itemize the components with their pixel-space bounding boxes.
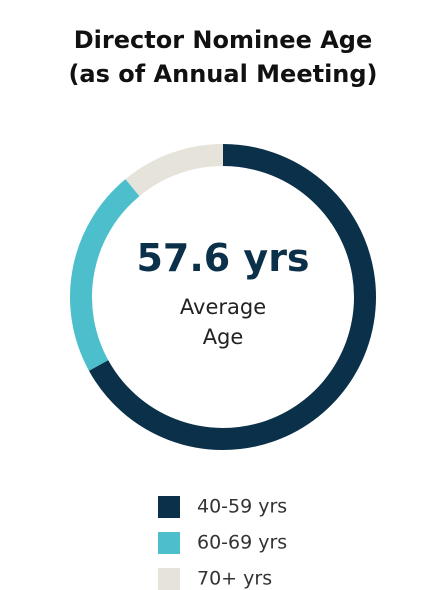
donut-segment xyxy=(125,144,224,197)
legend-swatch xyxy=(158,496,180,518)
chart-title: Director Nominee Age xyxy=(73,26,373,54)
legend-label: 60-69 yrs xyxy=(197,532,287,554)
center-value: 57.6 yrs xyxy=(136,236,310,280)
legend-swatch xyxy=(158,568,180,590)
donut-segment xyxy=(88,144,376,450)
center-label: Average Age xyxy=(179,295,267,349)
donut-segment xyxy=(70,179,140,371)
legend-label: 40-59 yrs xyxy=(197,496,287,518)
legend-label: 70+ yrs xyxy=(197,568,272,590)
chart-subtitle: (as of Annual Meeting) xyxy=(68,60,378,88)
legend-swatch xyxy=(158,532,180,554)
